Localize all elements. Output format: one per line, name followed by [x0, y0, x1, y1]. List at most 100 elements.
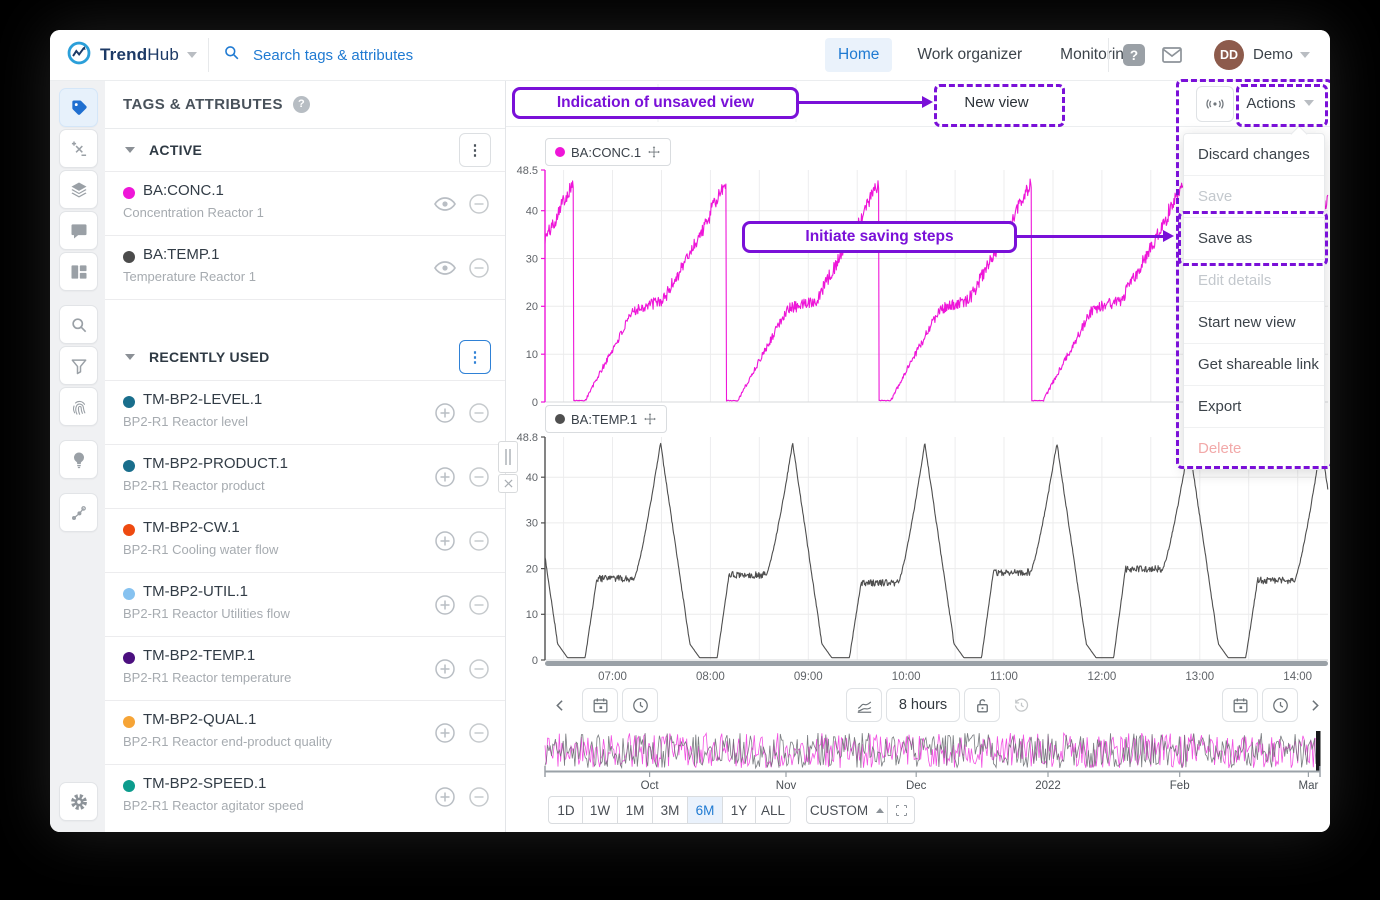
- legend-chip-ba-conc-1[interactable]: BA:CONC.1: [545, 138, 672, 166]
- rail-fingerprint-button[interactable]: [59, 387, 98, 426]
- rail-formulas-button[interactable]: [59, 129, 98, 168]
- rail-context-button[interactable]: [59, 493, 98, 532]
- filter-icon: [71, 358, 86, 374]
- remove-circle-icon[interactable]: [467, 256, 491, 280]
- search-input[interactable]: [251, 45, 555, 65]
- nav-item-work-organizer[interactable]: Work organizer: [917, 46, 1023, 63]
- range-button-all[interactable]: ALL: [755, 796, 791, 824]
- add-circle-icon[interactable]: [433, 465, 457, 489]
- splitter-drag-handle[interactable]: [498, 441, 518, 473]
- nav-item-monitoring[interactable]: Monitoring: [1060, 46, 1133, 63]
- move-icon[interactable]: [643, 412, 657, 426]
- menu-item-save-as[interactable]: Save as: [1184, 217, 1324, 259]
- help-button[interactable]: ?: [1123, 44, 1145, 66]
- chevron-down-icon[interactable]: [125, 354, 135, 360]
- menu-item-export[interactable]: Export: [1184, 385, 1324, 427]
- fit-range-button[interactable]: [887, 796, 915, 824]
- add-circle-icon[interactable]: [433, 593, 457, 617]
- add-circle-icon[interactable]: [433, 529, 457, 553]
- end-time-button[interactable]: [1262, 688, 1298, 722]
- rail-filter-button[interactable]: [59, 346, 98, 385]
- tag-row[interactable]: BA:TEMP.1 Temperature Reactor 1: [105, 235, 505, 299]
- rail-search-button[interactable]: [59, 305, 98, 344]
- svg-text:14:00: 14:00: [1283, 671, 1312, 683]
- add-circle-icon[interactable]: [433, 785, 457, 809]
- annotation-arrow-line: [1017, 235, 1164, 238]
- svg-text:48.8: 48.8: [517, 432, 538, 444]
- lock-duration-button[interactable]: [964, 688, 1000, 722]
- remove-circle-icon[interactable]: [467, 593, 491, 617]
- remove-circle-icon[interactable]: [467, 401, 491, 425]
- annotation-arrow-line: [799, 101, 923, 104]
- range-button-3m[interactable]: 3M: [652, 796, 688, 824]
- scroll-right-button[interactable]: [1302, 688, 1326, 722]
- collapse-icon: [876, 807, 885, 813]
- range-button-1d[interactable]: 1D: [548, 796, 584, 824]
- legend-color-dot: [555, 147, 565, 157]
- annotation-unsaved-text: Indication of unsaved view: [556, 94, 755, 111]
- range-button-1m[interactable]: 1M: [617, 796, 653, 824]
- context-icon: [71, 505, 86, 520]
- splitter-close-button[interactable]: [498, 474, 518, 493]
- panel-splitter[interactable]: [498, 441, 518, 493]
- tag-row[interactable]: TM-BP2-UTIL.1 BP2-R1 Reactor Utilities fl…: [105, 572, 505, 636]
- range-button-6m[interactable]: 6M: [687, 796, 723, 824]
- help-circle-icon[interactable]: ?: [292, 95, 310, 113]
- app-logo[interactable]: TrendHub: [66, 30, 198, 80]
- user-name[interactable]: Demo: [1253, 46, 1294, 63]
- section-menu-button[interactable]: ⋮: [459, 340, 491, 374]
- menu-item-discard-changes[interactable]: Discard changes: [1184, 134, 1324, 175]
- move-icon[interactable]: [647, 145, 661, 159]
- remove-circle-icon[interactable]: [467, 721, 491, 745]
- live-mode-button[interactable]: [1196, 86, 1234, 122]
- tag-row[interactable]: TM-BP2-QUAL.1 BP2-R1 Reactor end-product …: [105, 700, 505, 764]
- actions-button[interactable]: Actions: [1242, 86, 1318, 120]
- remove-circle-icon[interactable]: [467, 529, 491, 553]
- rail-recommendations-button[interactable]: [59, 440, 98, 479]
- tag-row[interactable]: TM-BP2-TEMP.1 BP2-R1 Reactor temperature: [105, 636, 505, 700]
- tags-icon: [71, 100, 87, 115]
- user-menu-chevron-icon[interactable]: [1300, 52, 1310, 58]
- menu-item-start-new-view[interactable]: Start new view: [1184, 301, 1324, 343]
- chevron-down-icon[interactable]: [125, 147, 135, 153]
- legend-chip-ba-temp-1[interactable]: BA:TEMP.1: [545, 405, 668, 433]
- start-time-button[interactable]: [622, 688, 658, 722]
- menu-item-get-shareable-link[interactable]: Get shareable link: [1184, 343, 1324, 385]
- remove-circle-icon[interactable]: [467, 192, 491, 216]
- settings-button[interactable]: [59, 782, 98, 821]
- remove-circle-icon[interactable]: [467, 465, 491, 489]
- compare-layers-button[interactable]: [846, 688, 882, 722]
- tag-row[interactable]: TM-BP2-CW.1 BP2-R1 Cooling water flow: [105, 508, 505, 572]
- rail-layers-button[interactable]: [59, 170, 98, 209]
- rail-dashboards-button[interactable]: [59, 252, 98, 291]
- range-button-1y[interactable]: 1Y: [722, 796, 756, 824]
- rail-comments-button[interactable]: [59, 211, 98, 250]
- tag-row[interactable]: TM-BP2-LEVEL.1 BP2-R1 Reactor level: [105, 380, 505, 444]
- legend-label: BA:CONC.1: [571, 144, 642, 160]
- visibility-icon[interactable]: [433, 256, 457, 280]
- avatar[interactable]: DD: [1214, 40, 1244, 70]
- custom-range-button[interactable]: CUSTOM: [806, 796, 888, 824]
- tag-color-dot: [123, 780, 135, 792]
- remove-circle-icon[interactable]: [467, 657, 491, 681]
- add-circle-icon[interactable]: [433, 401, 457, 425]
- svg-text:10: 10: [526, 349, 538, 361]
- section-menu-button[interactable]: ⋮: [459, 133, 491, 167]
- add-circle-icon[interactable]: [433, 657, 457, 681]
- mail-button[interactable]: [1160, 43, 1186, 67]
- range-button-1w[interactable]: 1W: [582, 796, 618, 824]
- tag-row[interactable]: TM-BP2-PRODUCT.1 BP2-R1 Reactor product: [105, 444, 505, 508]
- tag-row[interactable]: TM-BP2-SPEED.1 BP2-R1 Reactor agitator sp…: [105, 764, 505, 828]
- remove-circle-icon[interactable]: [467, 785, 491, 809]
- brand-chevron-icon[interactable]: [187, 52, 198, 58]
- duration-button[interactable]: 8 hours: [886, 688, 960, 722]
- scroll-left-button[interactable]: [548, 688, 572, 722]
- add-circle-icon[interactable]: [433, 721, 457, 745]
- tag-row[interactable]: BA:CONC.1 Concentration Reactor 1: [105, 171, 505, 235]
- end-date-button[interactable]: [1222, 688, 1258, 722]
- visibility-icon[interactable]: [433, 192, 457, 216]
- nav-item-home[interactable]: Home: [825, 38, 893, 72]
- start-date-button[interactable]: [582, 688, 618, 722]
- rail-tags-button[interactable]: [59, 88, 98, 127]
